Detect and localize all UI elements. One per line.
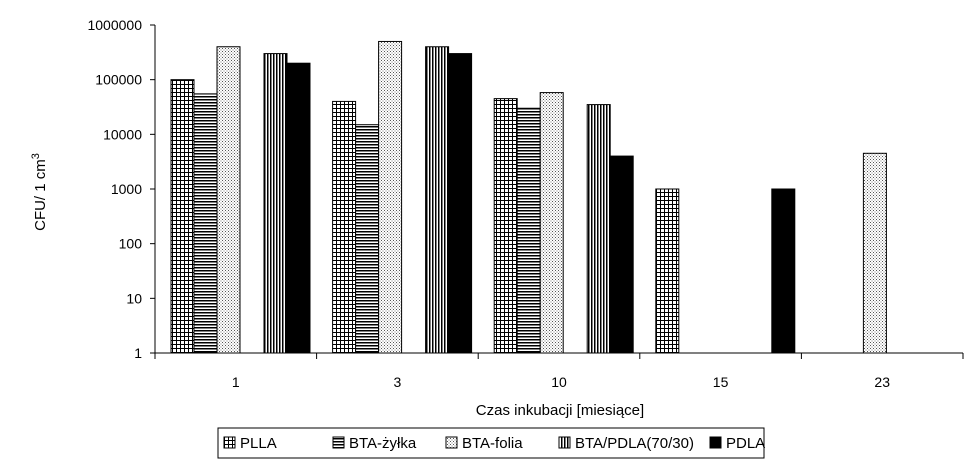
- legend-label: BTA/PDLA(70/30): [575, 435, 694, 452]
- bar-bta-pdla-70-30--1: [263, 53, 288, 354]
- bar-pdla-3: [448, 53, 473, 354]
- x-tick-label: 23: [874, 374, 890, 390]
- bar-bta-pdla-70-30--10: [586, 104, 611, 354]
- bar-bta-folia-3: [378, 40, 403, 354]
- y-tick-label: 100: [119, 236, 143, 252]
- legend-swatch: [223, 436, 236, 449]
- y-axis-title-superscript: 3: [30, 153, 42, 159]
- y-tick-label: 1: [134, 345, 142, 361]
- legend-box: [217, 427, 765, 459]
- bars-group: [170, 40, 887, 354]
- y-axis-title-text: CFU/ 1 cm: [32, 159, 49, 231]
- y-axis-title: CFU/ 1 cm3: [30, 153, 49, 231]
- legend-swatch: [445, 436, 458, 449]
- bar-pdla-15: [771, 188, 796, 354]
- axes-group: 1 10 100 1000 10000 100000 1000000 1 3 10 15 23: [87, 17, 964, 390]
- x-tick-label: 3: [394, 374, 402, 390]
- bar-bta-folia-1: [216, 46, 241, 354]
- bar-bta-y-ka-3: [355, 124, 380, 354]
- legend-swatch: [332, 436, 345, 449]
- legend-swatch: [709, 436, 722, 449]
- bar-bta-pdla-70-30--3: [425, 46, 450, 354]
- x-tick-label: 15: [713, 374, 729, 390]
- bar-plla-3: [332, 100, 357, 354]
- x-tick-label: 10: [551, 374, 567, 390]
- bar-plla-15: [655, 188, 680, 354]
- y-tick-label: 100000: [95, 72, 142, 88]
- x-tick-label: 1: [232, 374, 240, 390]
- bar-plla-10: [493, 98, 518, 354]
- bar-plla-1: [170, 79, 195, 354]
- y-tick-label: 1000: [111, 181, 142, 197]
- bar-bta-y-ka-1: [193, 93, 218, 354]
- bar-bta-folia-10: [539, 92, 564, 354]
- legend-label: PDLA: [726, 435, 765, 452]
- bar-bta-folia-23: [862, 152, 887, 354]
- bar-pdla-10: [609, 155, 634, 354]
- x-axis-title: Czas inkubacji [miesiące]: [476, 402, 644, 419]
- bar-bta-y-ka-10: [516, 107, 541, 354]
- y-tick-label: 10: [126, 290, 142, 306]
- y-tick-label: 1000000: [87, 17, 142, 33]
- legend-swatch: [558, 436, 571, 449]
- legend-label: BTA-folia: [462, 435, 523, 452]
- legend-label: BTA-żyłka: [349, 435, 417, 452]
- bar-pdla-1: [286, 62, 311, 354]
- legend-label: PLLA: [240, 435, 277, 452]
- legend: PLLA BTA-żyłka BTA-folia BTA/PDLA(70/30) PDL…: [217, 427, 765, 459]
- y-tick-label: 10000: [103, 126, 142, 142]
